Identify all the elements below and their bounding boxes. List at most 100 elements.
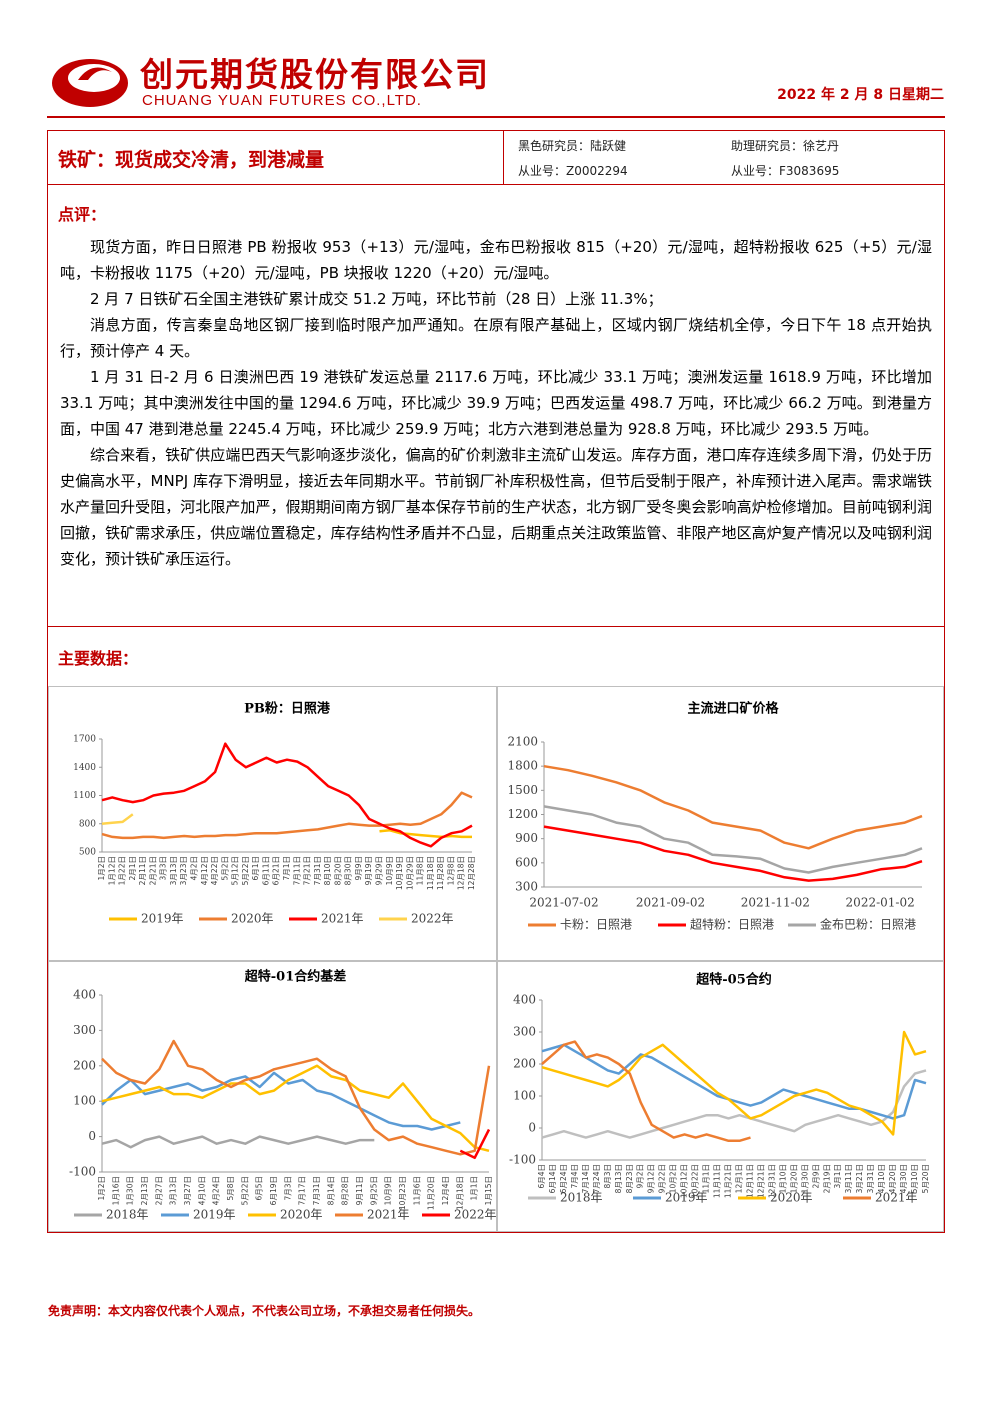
paragraph: 1 月 31 日-2 月 6 日澳洲巴西 19 港铁矿发运总量 2117.6 万… <box>60 368 932 438</box>
chart-title: 超特-05合约 <box>696 972 772 988</box>
legend-label: 2021年 <box>875 1191 918 1205</box>
y-tick-label: 1100 <box>73 791 96 801</box>
x-tick-label: 3月27日 <box>183 1176 192 1205</box>
chart: 主流进口矿价格 300 600 900 1200 1500 1800 2100 2021-07-… <box>507 701 923 932</box>
x-tick-label: 3月11日 <box>844 1164 853 1193</box>
x-tick-label: 4月12日 <box>200 856 209 885</box>
x-tick-label: 6月14日 <box>548 1164 557 1193</box>
x-tick-label: 2月27日 <box>154 1176 163 1205</box>
divider <box>503 131 504 184</box>
legend-label: 2022年 <box>411 912 454 926</box>
x-tick-label: 12月1日 <box>734 1164 743 1193</box>
y-tick-label: 200 <box>513 1057 536 1071</box>
series-line <box>101 1071 461 1131</box>
x-tick-label: 12月18日 <box>455 1176 464 1210</box>
series-line <box>543 764 923 850</box>
x-tick-label: 2月9日 <box>811 1164 820 1189</box>
x-tick-label: 5月8日 <box>226 1176 235 1201</box>
x-tick-label: 2021-11-02 <box>741 896 810 910</box>
chart-title: 超特-01合约基差 <box>245 969 347 985</box>
x-tick-label: 5月22日 <box>240 1176 249 1205</box>
x-tick-label: 7月21日 <box>303 856 312 885</box>
x-tick-label: 2022-01-02 <box>846 896 915 910</box>
x-tick-label: 10月9日 <box>384 1176 393 1205</box>
series-line <box>101 791 473 840</box>
y-tick-label: 900 <box>515 831 538 845</box>
x-tick-label: 10月2日 <box>669 1164 678 1193</box>
header-rule <box>47 116 945 118</box>
report-title: 铁矿：现货成交冷清，到港减量 <box>58 149 325 171</box>
x-tick-label: 9月25日 <box>369 1176 378 1205</box>
x-tick-label: 1月1日 <box>470 1176 479 1201</box>
assistant-id: 从业号：F3083695 <box>731 164 840 178</box>
y-tick-label: 1200 <box>507 807 538 821</box>
y-tick-label: 800 <box>79 819 96 829</box>
y-tick-label: 1400 <box>73 763 96 773</box>
x-tick-label: 3月13日 <box>169 856 178 885</box>
x-tick-label: 5月2日 <box>220 856 229 881</box>
y-tick-label: 1700 <box>73 735 96 745</box>
paragraph: 现货方面，昨日日照港 PB 粉报收 953（+13）元/湿吨，金布巴粉报收 81… <box>60 238 932 282</box>
legend-label: 2020年 <box>280 1208 323 1222</box>
y-tick-label: 400 <box>513 993 536 1007</box>
x-tick-label: 1月16日 <box>111 1176 120 1205</box>
x-tick-label: 6月1日 <box>251 856 260 881</box>
logo-subtext: CHUANG YUAN FUTURES CO.,LTD. <box>142 92 422 109</box>
legend-label: 2018年 <box>106 1208 149 1222</box>
x-tick-label: 5月12日 <box>231 856 240 885</box>
paragraph: 综合来看，铁矿供应端巴西天气影响逐步淡化，偏高的矿价刺激非主流矿山发运。库存方面… <box>60 446 932 568</box>
paragraph: 消息方面，传言秦皇岛地区钢厂接到临时限产加严通知。在原有限产基础上，区域内钢厂烧… <box>60 316 932 360</box>
series-line <box>101 1135 375 1149</box>
series-line <box>541 1040 751 1143</box>
x-tick-label: 11月6日 <box>412 1176 421 1205</box>
x-tick-label: 10月22日 <box>691 1164 700 1198</box>
logo-text: 创元期货股份有限公司 <box>140 55 490 94</box>
x-tick-label: 4月30日 <box>899 1164 908 1193</box>
x-tick-label: 1月12日 <box>107 856 116 885</box>
x-tick-label: 11月20日 <box>427 1176 436 1210</box>
x-tick-label: 4月20日 <box>888 1164 897 1193</box>
x-tick-label: 4月10日 <box>877 1164 886 1193</box>
section-heading: 点评： <box>58 205 107 224</box>
x-tick-label: 6月19日 <box>269 1176 278 1205</box>
y-tick-label: 0 <box>528 1121 536 1135</box>
y-tick-label: 400 <box>73 988 96 1002</box>
x-tick-label: 7月11日 <box>292 856 301 885</box>
series-line <box>101 742 473 848</box>
series-line <box>379 829 472 839</box>
x-tick-label: 12月31日 <box>767 1164 776 1198</box>
logo-mark <box>52 59 128 107</box>
x-tick-label: 6月11日 <box>261 856 270 885</box>
x-tick-label: 3月31日 <box>866 1164 875 1193</box>
x-tick-label: 11月18日 <box>426 856 435 890</box>
rule <box>48 184 944 185</box>
x-tick-label: 8月30日 <box>344 856 353 885</box>
x-tick-label: 6月24日 <box>559 1164 568 1193</box>
x-tick-label: 12月28日 <box>467 856 476 890</box>
y-tick-label: 0 <box>88 1129 96 1143</box>
y-tick-label: -100 <box>69 1165 96 1179</box>
x-tick-label: 4月10日 <box>197 1176 206 1205</box>
x-tick-label: 8月28日 <box>341 1176 350 1205</box>
series-line <box>101 813 134 826</box>
x-tick-label: 5月10日 <box>910 1164 919 1193</box>
series-line <box>459 1128 491 1160</box>
chart-title: 主流进口矿价格 <box>687 701 779 717</box>
x-tick-label: 5月22日 <box>241 856 250 885</box>
x-tick-label: 8月13日 <box>614 1164 623 1193</box>
x-tick-label: 9月11日 <box>355 1176 364 1205</box>
legend-label: 2018年 <box>560 1191 603 1205</box>
y-tick-label: 1800 <box>507 759 538 773</box>
legend-label: 2020年 <box>231 912 274 926</box>
x-tick-label: 1月30日 <box>800 1164 809 1193</box>
legend-label: 2019年 <box>193 1208 236 1222</box>
x-tick-label: 9月19日 <box>364 856 373 885</box>
x-tick-label: 1月10日 <box>778 1164 787 1193</box>
y-tick-label: -100 <box>509 1153 536 1167</box>
x-tick-label: 12月11日 <box>745 1164 754 1198</box>
x-tick-label: 10月29日 <box>405 856 414 890</box>
x-tick-label: 2月19日 <box>822 1164 831 1193</box>
x-tick-label: 3月21日 <box>855 1164 864 1193</box>
y-tick-label: 100 <box>513 1089 536 1103</box>
